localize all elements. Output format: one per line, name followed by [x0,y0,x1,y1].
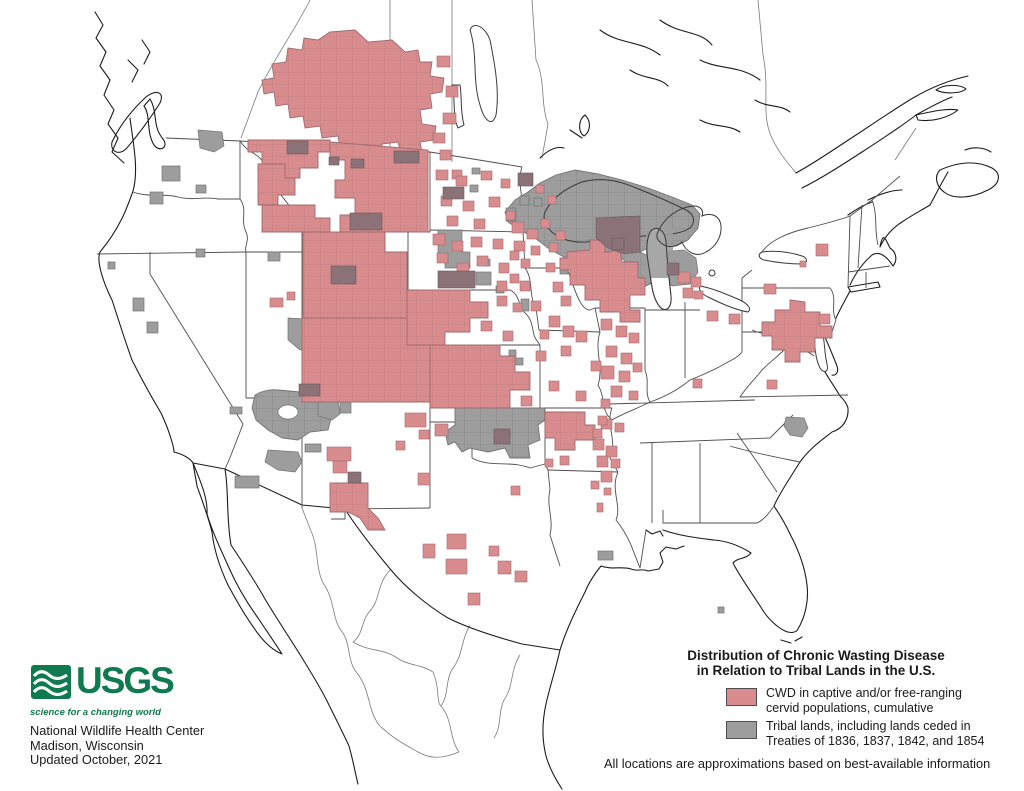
tribal-label-line2: Treaties of 1836, 1837, 1842, and 1854 [766,734,985,748]
canada-borders [240,0,917,174]
disclaimer-text: All locations are approximations based o… [604,756,991,771]
cwd-swatch [726,688,757,706]
tribal-swatch [726,721,757,739]
cwd-layer [247,29,833,606]
org-line3: Updated October, 2021 [30,752,163,767]
attribution-block: USGS science for a changing world Nation… [30,660,205,768]
tribal-label: Tribal lands, including lands ceded in T… [766,719,984,749]
tribal-label-line1: Tribal lands, including lands ceded in [766,719,971,733]
usgs-wave-icon [31,665,71,699]
legend-item-tribal: Tribal lands, including lands ceded in T… [726,719,984,749]
coastlines [94,11,999,790]
cwd-label-line1: CWD in captive and/or free-ranging [766,686,962,700]
legend-item-cwd: CWD in captive and/or free-ranging cervi… [726,686,984,716]
org-line2: Madison, Wisconsin [30,737,144,753]
great-lakes [543,179,807,313]
usgs-agency-name: USGS [76,660,175,701]
cwd-tribal-overlap-layer [286,140,680,484]
cwd-label: CWD in captive and/or free-ranging cervi… [766,686,962,716]
usgs-logo: USGS [30,660,204,706]
org-line1: National Wildlife Health Center [30,723,205,738]
usgs-wordmark: USGS [72,660,175,701]
cwd-label-line2: cervid populations, cumulative [766,701,934,715]
org-info: National Wildlife Health Center Madison,… [30,723,205,768]
legend: CWD in captive and/or free-ranging cervi… [726,686,984,752]
mexico-borders [301,507,521,758]
map-title-line1: Distribution of Chronic Wasting Disease [687,648,945,663]
map-title-line2: in Relation to Tribal Lands in the U.S. [696,663,936,678]
usgs-tagline: science for a changing world [30,707,161,718]
map-title: Distribution of Chronic Wasting Disease … [620,648,1012,678]
